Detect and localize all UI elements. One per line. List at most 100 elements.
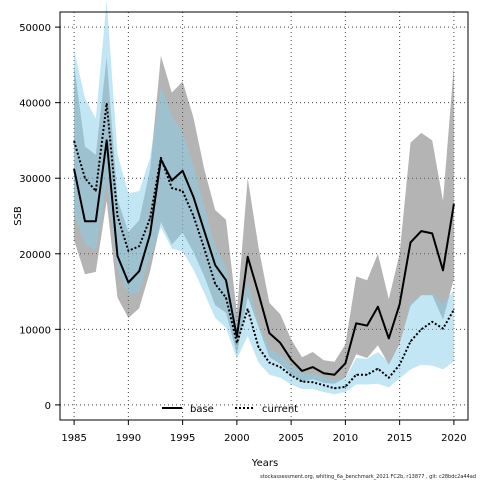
data-point-base bbox=[366, 324, 368, 327]
data-point-base bbox=[453, 203, 455, 205]
footer-note: stockassessment.org, whiting_6a_benchmar… bbox=[260, 474, 476, 480]
data-point-base bbox=[344, 362, 346, 364]
data-point-current bbox=[409, 340, 412, 343]
data-point-base bbox=[106, 139, 108, 142]
legend-label-current: current bbox=[262, 404, 298, 415]
data-point-current bbox=[236, 342, 238, 344]
x-tick-label: 2015 bbox=[387, 433, 412, 444]
data-point-base bbox=[399, 303, 401, 305]
data-point-base bbox=[420, 230, 422, 232]
data-point-current bbox=[171, 187, 173, 189]
data-point-base bbox=[290, 358, 292, 361]
data-point-base bbox=[171, 179, 173, 182]
data-point-base bbox=[116, 255, 119, 257]
y-axis-ticks: 0 10000 20000 30000 40000 50000 bbox=[19, 23, 60, 412]
data-point-base bbox=[225, 279, 227, 281]
y-tick-label: 40000 bbox=[19, 99, 51, 110]
data-point-current bbox=[257, 346, 260, 349]
legend: base current bbox=[162, 404, 298, 415]
data-point-base bbox=[149, 233, 151, 235]
data-point-base bbox=[257, 293, 260, 295]
data-point-current bbox=[323, 384, 325, 386]
y-tick-label: 30000 bbox=[19, 174, 51, 185]
data-point-base bbox=[323, 372, 325, 374]
data-point-current bbox=[73, 140, 75, 142]
y-axis-title: SSB bbox=[13, 206, 24, 226]
data-point-current bbox=[214, 283, 216, 285]
data-point-base bbox=[301, 370, 303, 372]
data-point-current bbox=[182, 190, 184, 192]
x-tick-label: 2005 bbox=[278, 433, 303, 444]
data-point-base bbox=[203, 230, 205, 232]
data-point-current bbox=[116, 215, 119, 217]
data-point-base bbox=[388, 337, 390, 339]
data-point-current bbox=[192, 215, 195, 217]
data-point-current bbox=[149, 217, 151, 219]
x-tick-label: 2010 bbox=[333, 433, 358, 444]
data-point-base bbox=[409, 241, 412, 244]
data-point-current bbox=[431, 321, 433, 323]
data-point-base bbox=[138, 270, 140, 272]
x-tick-label: 1985 bbox=[61, 433, 86, 444]
data-point-current bbox=[355, 374, 357, 376]
data-point-base bbox=[73, 168, 75, 170]
data-point-current bbox=[333, 387, 336, 389]
data-point-current bbox=[279, 366, 281, 368]
data-point-current bbox=[388, 377, 390, 379]
x-axis-ticks: 1985 1990 1995 2000 2005 2010 2015 2020 bbox=[61, 420, 467, 444]
data-point-current bbox=[247, 308, 249, 310]
data-point-base bbox=[355, 322, 357, 324]
data-point-current bbox=[106, 102, 108, 105]
series-line-base bbox=[73, 139, 455, 376]
x-tick-label: 2000 bbox=[224, 433, 249, 444]
data-point-base bbox=[431, 232, 433, 234]
data-point-current bbox=[127, 250, 129, 252]
data-point-current bbox=[453, 309, 455, 311]
data-point-current bbox=[442, 327, 444, 330]
y-tick-label: 20000 bbox=[19, 250, 51, 261]
data-point-current bbox=[160, 157, 162, 159]
plot-frame bbox=[59, 11, 469, 421]
data-point-current bbox=[399, 364, 401, 366]
data-point-base bbox=[333, 374, 336, 376]
data-point-base bbox=[377, 306, 379, 308]
data-point-base bbox=[268, 332, 271, 334]
data-point-current bbox=[203, 247, 205, 250]
y-tick-label: 0 bbox=[45, 401, 51, 412]
data-point-current bbox=[312, 381, 314, 383]
data-point-base bbox=[279, 342, 281, 344]
x-tick-label: 1990 bbox=[116, 433, 141, 444]
data-point-base bbox=[442, 269, 444, 271]
data-point-base bbox=[192, 196, 195, 198]
x-axis-title: Years bbox=[251, 458, 278, 469]
data-point-base bbox=[127, 281, 129, 284]
data-point-base bbox=[236, 336, 238, 338]
data-point-current bbox=[84, 177, 86, 179]
confidence-bands bbox=[74, 0, 454, 395]
data-point-current bbox=[344, 386, 346, 388]
x-tick-label: 1995 bbox=[170, 433, 195, 444]
data-point-base bbox=[84, 220, 86, 222]
x-tick-label: 2020 bbox=[441, 433, 466, 444]
data-point-current bbox=[377, 368, 379, 370]
confidence-band-current bbox=[74, 0, 454, 395]
data-point-current bbox=[290, 374, 292, 377]
data-point-current bbox=[225, 297, 227, 299]
data-point-base bbox=[214, 264, 216, 266]
y-tick-label: 10000 bbox=[19, 325, 51, 336]
data-point-current bbox=[420, 328, 422, 330]
data-point-current bbox=[95, 190, 97, 192]
data-point-base bbox=[312, 366, 314, 368]
data-point-base bbox=[95, 220, 97, 222]
data-point-current bbox=[138, 245, 140, 247]
series-lines bbox=[73, 102, 455, 390]
data-point-base bbox=[182, 170, 184, 172]
data-point-current bbox=[268, 361, 271, 364]
legend-label-base: base bbox=[190, 404, 214, 415]
data-point-current bbox=[301, 380, 303, 383]
data-point-current bbox=[366, 374, 368, 376]
y-tick-label: 50000 bbox=[19, 23, 51, 34]
data-point-base bbox=[247, 256, 249, 258]
